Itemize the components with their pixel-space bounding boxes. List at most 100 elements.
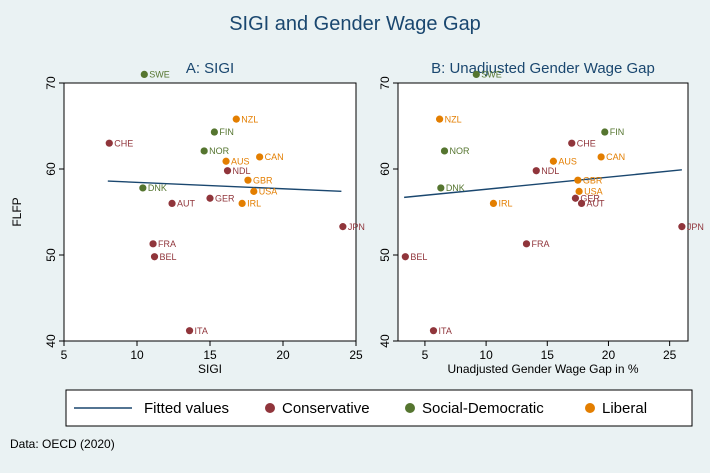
point-fin	[601, 128, 609, 136]
point-label-can: CAN	[265, 152, 284, 162]
x-tick-label: 15	[541, 348, 555, 362]
x-tick-label: 15	[203, 348, 217, 362]
point-can	[256, 153, 264, 161]
point-dnk	[437, 184, 445, 192]
point-che	[105, 139, 113, 147]
point-label-fin: FIN	[219, 127, 234, 137]
point-dnk	[139, 184, 147, 192]
point-aut	[577, 199, 586, 207]
point-ita	[185, 327, 194, 335]
point-label-usa: USA	[259, 187, 278, 197]
point-che	[568, 139, 576, 147]
legend-label-fitted-values: Fitted values	[144, 400, 229, 417]
point-label-can: CAN	[606, 152, 625, 162]
point-ger	[206, 194, 214, 202]
point-label-aut: AUT	[587, 199, 606, 209]
y-tick-label: 60	[44, 162, 58, 176]
point-label-ndl: NDL	[233, 166, 251, 176]
point-nor	[440, 147, 449, 155]
panel-title: B: Unadjusted Gender Wage Gap	[431, 60, 655, 77]
point-label-jpn: JPN	[687, 222, 704, 232]
point-label-che: CHE	[114, 138, 133, 148]
point-label-nzl: NZL	[445, 114, 462, 124]
point-fra	[522, 240, 531, 248]
legend-swatch-conservative	[265, 403, 275, 413]
point-label-aut: AUT	[177, 199, 196, 209]
point-swe	[472, 70, 480, 78]
y-tick-label: 70	[44, 76, 58, 90]
legend-swatch-liberal	[585, 403, 595, 413]
figure-title: SIGI and Gender Wage Gap	[229, 13, 481, 35]
fitted-line	[404, 169, 682, 199]
point-label-ndl: NDL	[541, 166, 559, 176]
point-usa	[575, 187, 583, 195]
point-fra	[149, 240, 157, 248]
point-jpn	[678, 223, 686, 231]
point-nor	[200, 147, 208, 155]
x-tick-label: 25	[663, 348, 677, 362]
legend-label-conservative: Conservative	[282, 400, 370, 417]
point-label-dnk: DNK	[148, 183, 167, 193]
point-can	[597, 153, 605, 161]
point-ger	[571, 194, 580, 202]
y-axis-label: FLFP	[10, 197, 24, 226]
point-gbr	[244, 176, 252, 184]
point-gbr	[574, 176, 582, 184]
legend-label-social-democratic: Social-Democratic	[422, 400, 544, 417]
point-label-fra: FRA	[531, 239, 549, 249]
point-label-fra: FRA	[158, 239, 176, 249]
x-tick-label: 10	[479, 348, 493, 362]
panel-a-sigi: A: SIGI 40 50 60 70 5 10 15 20 25 SIGI FLFP SWE NZL FI…	[10, 60, 365, 376]
point-label-aus: AUS	[231, 156, 250, 166]
legend-label-liberal: Liberal	[602, 400, 647, 417]
x-axis-label: SIGI	[198, 362, 222, 376]
point-label-ger: GER	[215, 193, 235, 203]
point-label-swe: SWE	[149, 70, 170, 80]
point-label-usa: USA	[584, 187, 603, 197]
panel-b-wage-gap: B: Unadjusted Gender Wage Gap 40 50 60 70 5 10…	[378, 60, 704, 376]
plot-area	[63, 82, 357, 342]
point-aus	[222, 157, 230, 165]
point-nzl	[436, 115, 444, 123]
point-label-ita: ITA	[195, 326, 208, 336]
point-label-bel: BEL	[410, 252, 427, 262]
x-tick-label: 5	[422, 348, 429, 362]
point-bel	[401, 253, 409, 261]
point-label-nor: NOR	[449, 146, 470, 156]
point-label-irl: IRL	[247, 199, 261, 209]
x-tick-label: 10	[130, 348, 144, 362]
point-ndl	[532, 167, 540, 175]
point-ita	[429, 327, 438, 335]
point-irl	[489, 199, 498, 207]
point-label-gbr: GBR	[253, 175, 273, 185]
point-label-che: CHE	[577, 138, 596, 148]
point-usa	[250, 187, 258, 195]
y-tick-label: 50	[44, 248, 58, 262]
x-axis-label: Unadjusted Gender Wage Gap in %	[448, 362, 639, 376]
point-bel	[150, 253, 159, 261]
plot-area	[397, 82, 689, 342]
point-label-ita: ITA	[438, 326, 451, 336]
point-label-dnk: DNK	[446, 183, 465, 193]
y-tick-label: 40	[44, 334, 58, 348]
point-label-nzl: NZL	[241, 114, 258, 124]
y-tick-label: 40	[378, 334, 392, 348]
point-label-fin: FIN	[610, 127, 625, 137]
point-ndl	[223, 167, 232, 175]
x-tick-label: 20	[276, 348, 290, 362]
point-label-nor: NOR	[209, 146, 230, 156]
point-label-jpn: JPN	[348, 222, 365, 232]
point-swe	[140, 70, 148, 78]
y-tick-label: 70	[378, 76, 392, 90]
point-label-swe: SWE	[481, 70, 502, 80]
legend-swatch-social-democratic	[405, 403, 415, 413]
point-irl	[238, 199, 246, 207]
point-label-aus: AUS	[558, 156, 577, 166]
point-fin	[210, 128, 218, 136]
panel-title: A: SIGI	[186, 60, 234, 77]
fitted-line	[107, 180, 342, 193]
point-label-ger: GER	[580, 193, 600, 203]
x-tick-label: 5	[61, 348, 68, 362]
point-nzl	[232, 115, 240, 123]
